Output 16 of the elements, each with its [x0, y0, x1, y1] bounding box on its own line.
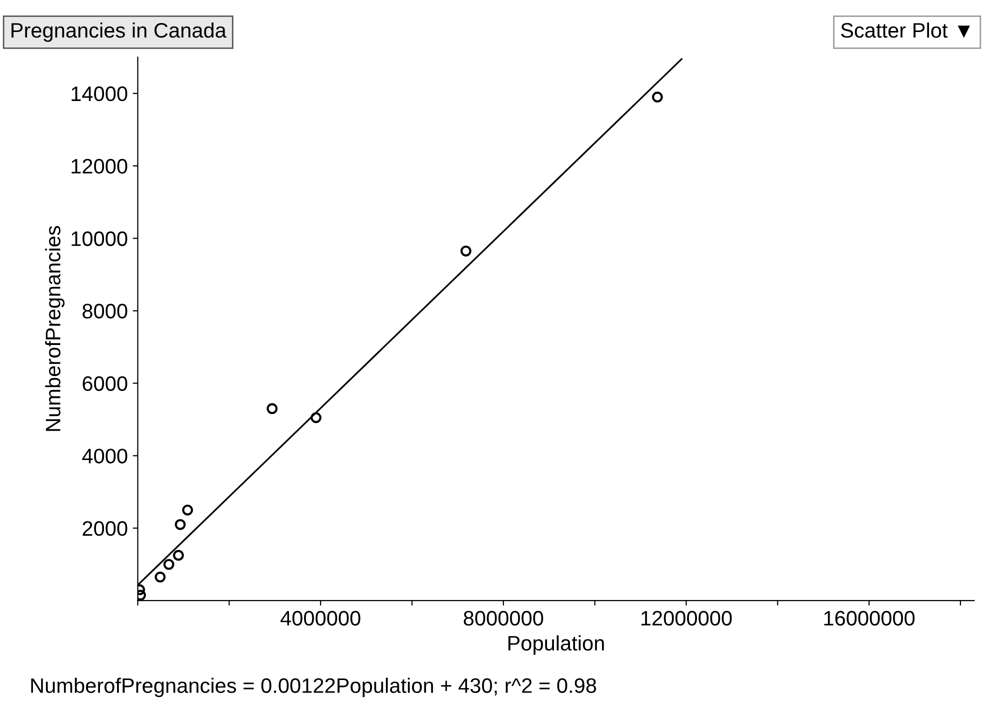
- x-axis-title: Population: [508, 635, 604, 655]
- x-tick-label: 12000000: [641, 610, 732, 626]
- y-axis-title: NumberofPregnancies: [45, 226, 65, 431]
- x-tick-label: 8000000: [464, 610, 544, 626]
- y-tick-label: 4000: [82, 448, 128, 464]
- x-tick-label: 4000000: [280, 610, 360, 626]
- chart-title: Pregnancies in Canada: [12, 22, 226, 42]
- y-tick-label: 12000: [72, 158, 128, 174]
- y-tick-label: 10000: [72, 231, 128, 246]
- y-tick-label: 2000: [82, 521, 128, 536]
- y-tick-label: 8000: [82, 304, 128, 319]
- y-tick-label: 14000: [72, 86, 128, 102]
- y-tick-label: 6000: [82, 376, 128, 391]
- text: Scatter Plot ▼: [841, 22, 970, 38]
- text: NumberofPregnancies = 0.00122Population + 430; r^2 = 0.98: [31, 678, 596, 698]
- x-tick-label: 16000000: [824, 610, 915, 626]
